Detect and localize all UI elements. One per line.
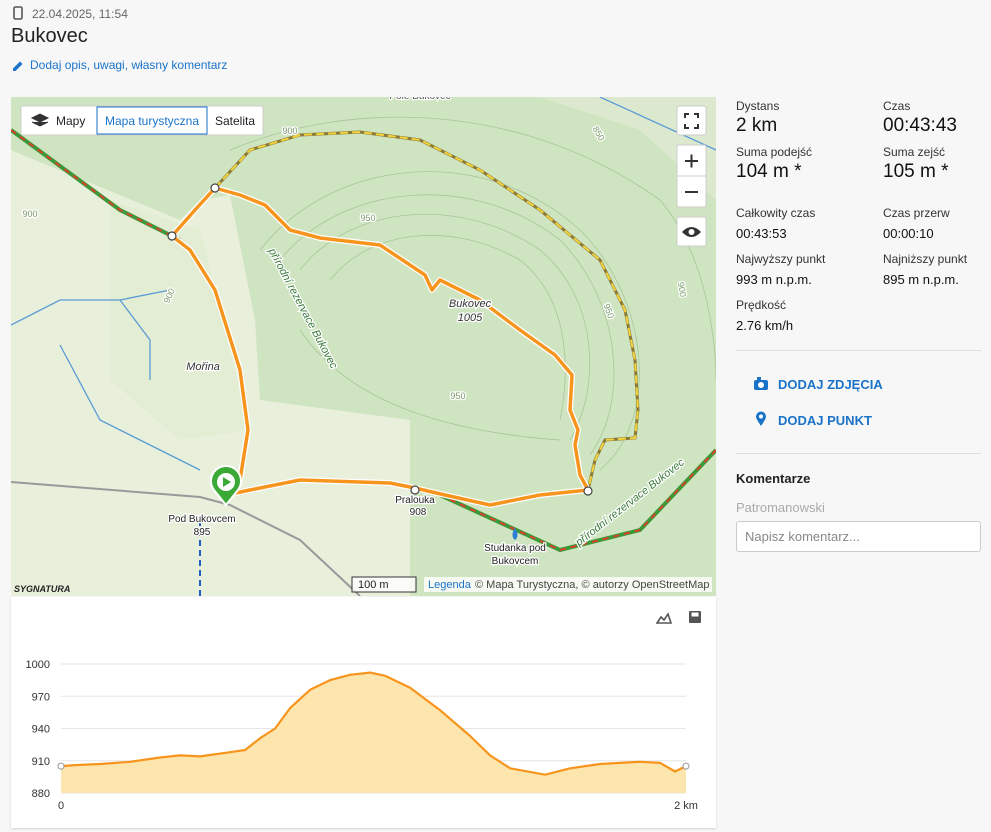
layers-icon: [30, 113, 50, 127]
reserve-border: [11, 128, 716, 553]
scale-label: 100 m: [358, 579, 389, 591]
logo: SYGNATURA: [14, 584, 70, 594]
camera-icon: [754, 377, 768, 390]
add-point[interactable]: DODAJ PUNKT: [778, 413, 872, 428]
stat-value: 00:00:10: [883, 226, 934, 241]
elevation-area: [61, 672, 686, 793]
eye-pupil: [688, 229, 695, 235]
layer-button[interactable]: Satelita: [215, 114, 255, 128]
stat-value: 2 km: [736, 115, 778, 136]
y-tick-label: 970: [32, 691, 50, 703]
stat-value: 2.76 km/h: [736, 318, 794, 333]
active-layer[interactable]: [96, 106, 208, 135]
map-label: 908: [410, 507, 427, 518]
map-label: 895: [194, 527, 211, 538]
stat-value: 105 m *: [883, 161, 949, 182]
y-tick-label: 1000: [26, 659, 50, 671]
layer-button[interactable]: Mapa turystyczna: [105, 114, 199, 128]
layer-button[interactable]: Mapy: [56, 114, 85, 128]
stat-value: 00:43:53: [736, 226, 787, 241]
stat-label: Czas przerw: [883, 206, 950, 220]
attribution-bg: [424, 577, 712, 592]
x-tick-label: 2 km: [674, 800, 698, 812]
y-tick-label: 940: [32, 724, 50, 736]
save-icon[interactable]: [688, 610, 702, 624]
x-tick-label: 0: [58, 800, 64, 812]
start-marker[interactable]: [210, 465, 242, 507]
map-label: Bukovcem: [492, 556, 539, 567]
comment-input[interactable]: Napisz komentarz...: [736, 521, 981, 552]
attribution: © Mapa Turystyczna, © autorzy OpenStreet…: [475, 579, 709, 591]
y-tick-label: 910: [32, 756, 50, 768]
legend-link[interactable]: Legenda: [428, 579, 472, 591]
zoom-icons: [685, 154, 698, 193]
pin-icon: [756, 411, 766, 426]
device-icon: [13, 6, 23, 20]
stat-label: Czas: [883, 99, 911, 113]
map-label: Pod Bukovcem: [168, 514, 235, 525]
stat-value: 00:43:43: [883, 115, 957, 136]
waypoints: [167, 183, 593, 496]
stat-label: Dystans: [736, 99, 780, 113]
pencil-icon: [13, 61, 23, 71]
stat-label: Najniższy punkt: [883, 252, 968, 266]
meadow: [540, 97, 716, 200]
layer-switcher: [20, 105, 264, 136]
elevation-chart: 880 910 940 970 1000 0 2 km: [26, 659, 698, 812]
stat-label: Suma podejść: [736, 145, 813, 159]
comments-title: Komentarze: [736, 471, 811, 486]
road: [11, 481, 361, 596]
divider: [736, 350, 981, 351]
fullscreen-button[interactable]: [676, 105, 707, 136]
stat-label: Najwyższy punkt: [736, 252, 826, 266]
add-photos[interactable]: DODAJ ZDJĘCIA: [778, 377, 883, 392]
map-label: 1005: [458, 312, 483, 324]
map-label: Pole Bukovec: [389, 97, 450, 102]
scale-bar: [351, 576, 417, 593]
fullscreen-icon: [684, 113, 699, 129]
edit-link[interactable]: Dodaj opis, uwagi, własny komentarz: [30, 58, 228, 72]
date: 22.04.2025, 11:54: [32, 7, 128, 21]
map-label: Studanka pod: [484, 543, 546, 554]
yellow-trail: [213, 130, 640, 491]
end-point: [682, 762, 690, 770]
profile-icon[interactable]: [656, 611, 672, 625]
title: Bukovec: [11, 25, 88, 47]
map-label: 900: [282, 126, 297, 136]
route: [170, 186, 590, 507]
end-point: [57, 762, 65, 770]
stat-value: 895 m n.p.m.: [883, 272, 959, 287]
map-label: 950: [602, 302, 617, 320]
y-tick-label: 880: [32, 788, 50, 800]
map-label: 950: [360, 213, 375, 223]
stat-label: Suma zejść: [883, 145, 946, 159]
map-label: Pralouka: [395, 495, 435, 506]
comment-user: Patromanowski: [736, 500, 825, 515]
stat-value: 993 m n.p.m.: [736, 272, 812, 287]
divider: [736, 453, 981, 454]
elevation-line: [60, 671, 687, 776]
map-label: Bukovec: [449, 298, 492, 310]
spring-icon: [512, 528, 518, 540]
stat-value: 104 m *: [736, 161, 802, 182]
map-label: 900: [676, 281, 688, 298]
map-controls: [351, 105, 712, 593]
streams: [11, 97, 716, 471]
elevation-panel: 880 910 940 970 1000 0 2 km: [11, 597, 716, 828]
map-label: Mořina: [186, 361, 220, 373]
stat-label: Prędkość: [736, 298, 787, 312]
stat-label: Całkowity czas: [736, 206, 816, 220]
meadow: [110, 200, 250, 440]
map-label: 900: [22, 209, 37, 219]
map-label: 950: [450, 391, 465, 401]
